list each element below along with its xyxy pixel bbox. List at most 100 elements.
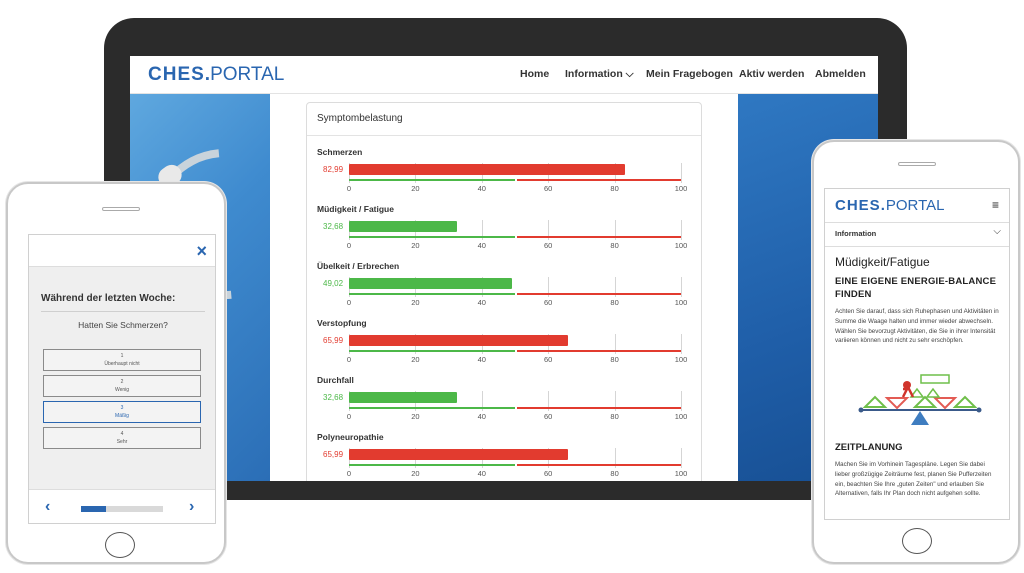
home-button[interactable]: [105, 532, 135, 558]
axis-tick-label: 0: [346, 184, 352, 193]
section-heading: ZEITPLANUNG: [835, 442, 903, 453]
axis-tick-label: 100: [674, 412, 688, 421]
reference-band-good: [349, 464, 515, 466]
reference-band-good: [349, 407, 515, 409]
answer-option-1[interactable]: 1 Überhaupt nicht: [43, 349, 201, 371]
symptom-value-label: 65,99: [323, 336, 344, 345]
menu-icon[interactable]: ≡: [991, 198, 999, 212]
axis-tick-label: 20: [411, 241, 420, 250]
gridline: [681, 448, 682, 468]
symptom-value-label: 32,68: [323, 222, 344, 231]
axis-tick-label: 40: [477, 355, 486, 364]
information-dropdown[interactable]: Information: [835, 229, 877, 238]
progress-fill: [81, 506, 106, 512]
axis-tick-label: 20: [411, 469, 420, 478]
gridline: [681, 220, 682, 240]
symptom-value-label: 32,68: [323, 393, 344, 402]
symptom-row: Durchfall 32,68 0 20 40 60 80 100: [317, 375, 697, 432]
symptom-label: Polyneuropathie: [317, 432, 384, 442]
speaker-slot: [102, 207, 140, 211]
phone-right-frame: CHES.PORTAL ≡ Information ⌵ Müdigkeit/Fa…: [812, 140, 1020, 564]
divider: [825, 246, 1009, 247]
symptom-label: Durchfall: [317, 375, 354, 385]
laptop-screen: CHES.PORTAL Home Information ⌵ Mein Frag…: [130, 56, 878, 481]
gridline: [614, 448, 616, 468]
symptom-value-label: 49,02: [323, 279, 344, 288]
chevron-down-icon[interactable]: ⌵: [993, 226, 1001, 237]
gridline: [548, 391, 550, 411]
symptom-bar: [349, 392, 458, 403]
nav-aktiv-werden-link[interactable]: Aktiv werden: [739, 68, 805, 80]
nav-information-dropdown[interactable]: Information ⌵: [565, 68, 634, 80]
nav-home-link[interactable]: Home: [520, 68, 550, 80]
symptom-label: Schmerzen: [317, 147, 363, 157]
axis-tick-label: 40: [477, 241, 486, 250]
gridline: [614, 334, 616, 354]
questionnaire-header: ×: [29, 235, 215, 267]
axis-tick-label: 0: [346, 241, 352, 250]
ches-portal-logo[interactable]: CHES.PORTAL: [148, 64, 285, 85]
gridline: [681, 163, 682, 183]
axis-tick-label: 80: [610, 184, 619, 193]
axis-tick-label: 60: [544, 412, 553, 421]
axis-tick-label: 100: [674, 355, 688, 364]
axis-tick-label: 60: [544, 184, 553, 193]
symptom-bar: [349, 278, 512, 289]
symptom-row: Schmerzen 82,99 0 20 40 60 80 100: [317, 147, 697, 204]
answer-option-4[interactable]: 4 Sehr: [43, 427, 201, 449]
axis-tick-label: 80: [610, 469, 619, 478]
energy-balance-illustration: [858, 374, 982, 425]
article-paragraph: Achten Sie darauf, dass sich Ruhephasen …: [835, 308, 999, 345]
axis-tick-label: 100: [674, 241, 688, 250]
speaker-slot: [898, 162, 936, 166]
article-subheading: EINE EIGENE ENERGIE-BALANCE FINDEN: [835, 276, 997, 300]
gridline: [681, 277, 682, 297]
answer-option-3[interactable]: 3 Mäßig: [43, 401, 201, 423]
axis-tick-label: 0: [346, 412, 352, 421]
gridline: [681, 391, 682, 411]
chevron-right-icon[interactable]: ›: [189, 498, 195, 515]
gridline: [614, 220, 616, 240]
nav-fragebogen-link[interactable]: Mein Fragebogen: [646, 68, 733, 80]
divider: [825, 222, 1009, 223]
questionnaire-screen: × Während der letzten Woche: Hatten Sie …: [28, 234, 216, 524]
reference-band-bad: [517, 179, 681, 181]
axis-tick-label: 80: [610, 241, 619, 250]
gridline: [548, 220, 550, 240]
axis-tick-label: 20: [411, 184, 420, 193]
axis-tick-label: 100: [674, 184, 688, 193]
chevron-left-icon[interactable]: ‹: [45, 498, 51, 515]
symptom-value-label: 82,99: [323, 165, 344, 174]
symptom-label: Übelkeit / Erbrechen: [317, 261, 400, 271]
questionnaire-footer: ‹ ›: [29, 489, 215, 523]
reference-band-bad: [517, 236, 681, 238]
reference-band-bad: [517, 407, 681, 409]
card-divider: [307, 135, 701, 136]
reference-band-bad: [517, 464, 681, 466]
close-icon[interactable]: ×: [196, 241, 207, 261]
axis-tick-label: 20: [411, 412, 420, 421]
question-text: Hatten Sie Schmerzen?: [78, 320, 168, 330]
article-heading: Müdigkeit/Fatigue: [835, 255, 930, 269]
axis-tick-label: 100: [674, 298, 688, 307]
nav-abmelden-link[interactable]: Abmelden: [815, 68, 866, 80]
reference-band-bad: [517, 293, 681, 295]
axis-tick-label: 80: [610, 355, 619, 364]
axis-tick-label: 40: [477, 298, 486, 307]
axis-tick-label: 60: [544, 298, 553, 307]
symptom-bar: [349, 449, 569, 460]
symptom-row: Verstopfung 65,99 0 20 40 60 80 100: [317, 318, 697, 375]
reference-band-good: [349, 350, 515, 352]
symptom-row: Übelkeit / Erbrechen 49,02 0 20 40 60 80 100: [317, 261, 697, 318]
answer-option-2[interactable]: 2 Wenig: [43, 375, 201, 397]
gridline: [614, 391, 616, 411]
ches-portal-logo[interactable]: CHES.PORTAL: [835, 197, 945, 214]
reference-band-bad: [517, 350, 681, 352]
home-button[interactable]: [902, 528, 932, 554]
axis-tick-label: 60: [544, 355, 553, 364]
reference-band-good: [349, 293, 515, 295]
progress-bar: [81, 506, 163, 512]
axis-tick-label: 20: [411, 355, 420, 364]
top-navbar: CHES.PORTAL Home Information ⌵ Mein Frag…: [130, 56, 878, 94]
